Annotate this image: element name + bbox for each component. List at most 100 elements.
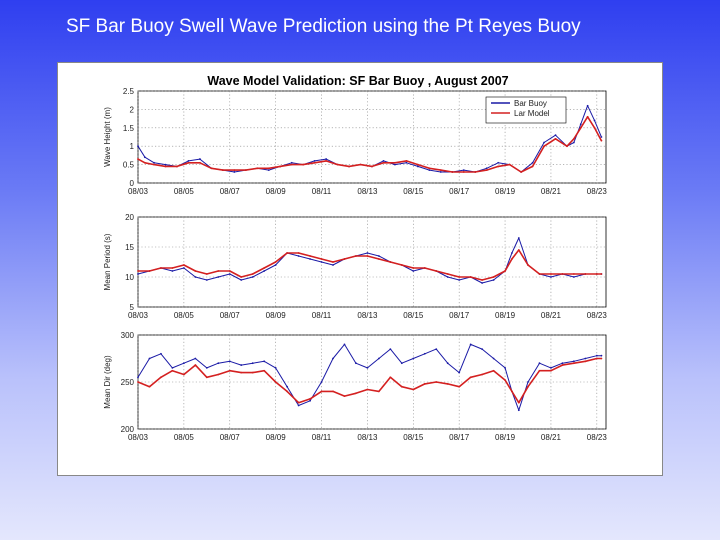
x-tick-label: 08/15 <box>403 433 424 442</box>
x-tick-label: 08/03 <box>128 311 149 320</box>
data-point-bar-buoy <box>309 258 311 260</box>
data-point-bar-buoy <box>550 367 552 369</box>
data-point-bar-buoy <box>446 362 449 365</box>
chart-title: Wave Model Validation: SF Bar Buoy , Aug… <box>207 74 508 88</box>
data-point-bar-buoy <box>217 362 220 365</box>
data-point-lar-model <box>176 165 178 168</box>
data-point-bar-buoy <box>517 237 520 239</box>
data-point-bar-buoy <box>267 169 270 172</box>
data-point-lar-model <box>377 390 380 393</box>
x-tick-label: 08/23 <box>587 433 608 442</box>
data-point-bar-buoy <box>205 279 208 281</box>
data-point-bar-buoy <box>481 282 484 284</box>
data-point-lar-model <box>336 163 339 166</box>
data-point-lar-model <box>508 163 511 166</box>
data-point-bar-buoy <box>297 255 300 257</box>
y-tick-label: 20 <box>125 213 134 222</box>
data-point-lar-model <box>194 364 197 366</box>
data-point-lar-model <box>160 267 162 269</box>
x-tick-label: 08/07 <box>220 433 241 442</box>
data-point-lar-model <box>205 273 208 275</box>
data-point-lar-model <box>148 270 151 272</box>
y-tick-label: 250 <box>121 378 135 387</box>
data-point-bar-buoy <box>492 279 495 281</box>
data-point-bar-buoy <box>586 104 589 107</box>
data-point-bar-buoy <box>290 161 293 164</box>
data-point-lar-model <box>228 369 231 372</box>
plot-area-period <box>137 216 607 308</box>
data-point-lar-model <box>320 258 323 260</box>
data-point-bar-buoy <box>485 167 488 170</box>
data-point-bar-buoy <box>462 169 465 172</box>
data-point-bar-buoy <box>497 161 500 164</box>
data-point-lar-model <box>355 392 357 395</box>
data-point-bar-buoy <box>137 376 139 379</box>
data-point-lar-model <box>210 167 213 170</box>
data-point-lar-model <box>148 385 151 388</box>
data-point-bar-buoy <box>511 252 513 254</box>
data-point-lar-model <box>137 270 139 272</box>
data-point-lar-model <box>221 169 224 172</box>
data-point-lar-model <box>458 276 461 278</box>
x-tick-label: 08/15 <box>403 311 424 320</box>
legend-label-bar-buoy: Bar Buoy <box>514 99 547 108</box>
data-point-lar-model <box>435 381 438 383</box>
figure-frame: Wave Model Validation: SF Bar Buoy , Aug… <box>57 62 663 476</box>
x-tick-label: 08/17 <box>449 187 470 196</box>
x-tick-label: 08/19 <box>495 311 516 320</box>
data-point-lar-model <box>572 137 575 140</box>
data-point-lar-model <box>561 364 564 366</box>
series-line-lar-model-period <box>138 249 602 281</box>
data-point-bar-buoy <box>400 362 403 365</box>
x-tick-label: 08/17 <box>449 311 470 320</box>
data-point-bar-buoy <box>377 255 380 257</box>
wave-validation-figure: Wave Model Validation: SF Bar Buoy , Aug… <box>103 74 608 442</box>
data-point-lar-model <box>572 362 575 365</box>
data-point-lar-model <box>263 267 266 269</box>
data-point-lar-model <box>182 264 185 266</box>
data-point-lar-model <box>389 376 392 379</box>
data-point-bar-buoy <box>584 357 587 360</box>
data-point-lar-model <box>240 371 243 374</box>
data-point-lar-model <box>233 169 236 172</box>
data-point-lar-model <box>527 385 529 388</box>
x-tick-label: 08/03 <box>128 433 149 442</box>
data-point-lar-model <box>377 258 380 260</box>
data-point-lar-model <box>458 385 461 388</box>
data-point-lar-model <box>297 252 300 254</box>
data-point-lar-model <box>309 398 311 400</box>
x-tick-label: 08/13 <box>357 433 378 442</box>
data-point-bar-buoy <box>355 362 357 365</box>
data-point-bar-buoy <box>481 348 484 350</box>
x-tick-label: 08/19 <box>495 187 516 196</box>
data-point-lar-model <box>595 273 598 275</box>
data-point-bar-buoy <box>160 352 162 355</box>
data-point-lar-model <box>325 160 328 162</box>
data-point-bar-buoy <box>171 367 174 369</box>
data-point-bar-buoy <box>137 145 139 148</box>
data-point-lar-model <box>481 373 484 376</box>
data-point-lar-model <box>511 258 513 260</box>
x-tick-label: 08/11 <box>312 311 332 320</box>
data-point-bar-buoy <box>320 261 323 263</box>
data-point-bar-buoy <box>187 160 190 162</box>
data-point-lar-model <box>366 255 369 257</box>
x-tick-label: 08/09 <box>266 433 287 442</box>
data-point-bar-buoy <box>251 276 254 278</box>
data-point-bar-buoy <box>240 364 243 366</box>
data-point-bar-buoy <box>320 381 323 383</box>
y-tick-label: 300 <box>121 331 135 340</box>
data-point-lar-model <box>504 270 506 272</box>
data-point-bar-buoy <box>240 279 243 281</box>
x-tick-label: 08/11 <box>312 187 332 196</box>
data-point-bar-buoy <box>517 409 520 412</box>
data-point-bar-buoy <box>228 360 231 363</box>
data-point-lar-model <box>538 369 541 372</box>
data-point-lar-model <box>584 360 587 363</box>
y-tick-label: 1 <box>130 142 135 151</box>
data-point-bar-buoy <box>343 343 346 346</box>
x-tick-label: 08/15 <box>403 187 424 196</box>
data-point-lar-model <box>517 249 520 251</box>
data-point-lar-model <box>143 161 146 164</box>
x-tick-label: 08/05 <box>174 433 195 442</box>
